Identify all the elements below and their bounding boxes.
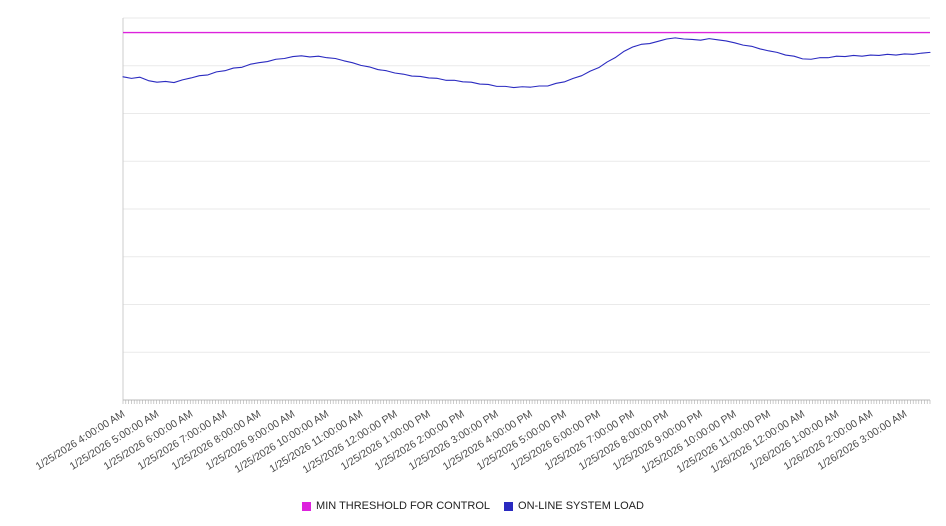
chart-legend: MIN THRESHOLD FOR CONTROL ON-LINE SYSTEM…	[0, 500, 946, 512]
threshold-legend-label: MIN THRESHOLD FOR CONTROL	[316, 500, 491, 512]
legend-item-load: ON-LINE SYSTEM LOAD	[504, 500, 644, 512]
legend-item-threshold: MIN THRESHOLD FOR CONTROL	[302, 500, 490, 512]
load-legend-label: ON-LINE SYSTEM LOAD	[518, 500, 644, 512]
threshold-legend-swatch	[302, 501, 312, 511]
load-legend-swatch	[504, 501, 514, 511]
